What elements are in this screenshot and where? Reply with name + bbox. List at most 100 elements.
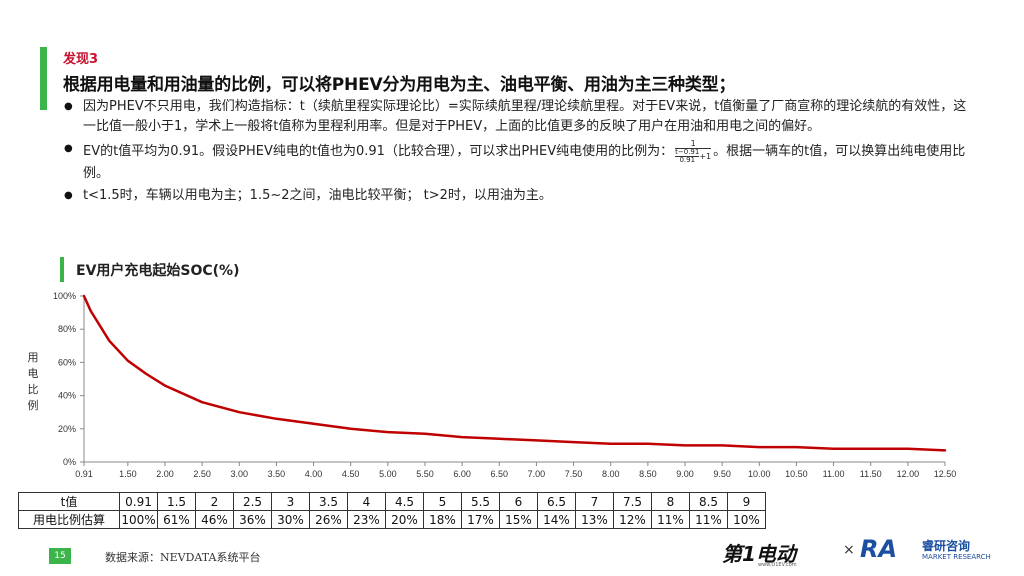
x-tick-label: 8.00 <box>602 469 620 479</box>
table-cell-ratio: 61% <box>157 510 196 529</box>
table-cell-t: 0.91 <box>119 492 158 511</box>
table-cell-ratio: 14% <box>537 510 576 529</box>
finding-accent-bar <box>40 47 47 110</box>
series-line <box>82 294 947 452</box>
x-tick-label: 1.50 <box>119 469 137 479</box>
y-tick-label: 60% <box>58 357 76 367</box>
x-tick-label: 12.50 <box>934 469 957 479</box>
formula-inner-den: 0.91 <box>679 156 696 164</box>
table-cell-ratio: 30% <box>271 510 310 529</box>
logo-separator: × <box>843 542 855 558</box>
x-tick-label: 3.00 <box>230 469 248 479</box>
table-cell-t: 7.5 <box>613 492 652 511</box>
x-tick-label: 11.00 <box>823 469 845 479</box>
x-tick-label: 3.50 <box>268 469 286 479</box>
table-cell-t: 4 <box>347 492 386 511</box>
x-tick-label: 11.50 <box>860 469 882 479</box>
x-tick-label: 7.00 <box>528 469 546 479</box>
y-tick-label: 20% <box>58 424 76 434</box>
y-tick-label: 0% <box>63 457 76 467</box>
bullet-2-text-pre: EV的t值平均为0.91。假设PHEV纯电的t值也为0.91（比较合理），可以求… <box>83 144 674 159</box>
table-cell-t: 8 <box>651 492 690 511</box>
x-tick-label: 10.50 <box>785 469 808 479</box>
table-cell-t: 3.5 <box>309 492 348 511</box>
x-tick-label: 12.00 <box>897 469 920 479</box>
ra-logo: RA <box>860 535 898 563</box>
bullet-1-text: 因为PHEV不只用电，我们构造指标：t（续航里程实际理论比）=实际续航里程/理论… <box>83 99 967 134</box>
bullet-2-text-post: 。根据一辆车的t值，可以换算出纯电使用比例。 <box>83 144 966 181</box>
table-cell-t: 6 <box>499 492 538 511</box>
x-tick-label: 9.50 <box>713 469 731 479</box>
table-cell-ratio: 18% <box>423 510 462 529</box>
data-source: 数据来源：NEVDATA系统平台 <box>105 551 261 564</box>
table-cell-ratio: 13% <box>575 510 614 529</box>
table-cell-ratio: 17% <box>461 510 500 529</box>
table-cell-ratio: 36% <box>233 510 272 529</box>
formula-numerator: 1 <box>675 139 712 149</box>
table-row-label: 用电比例估算 <box>18 510 120 529</box>
table-cell-ratio: 12% <box>613 510 652 529</box>
y-axis-label-char: 用 <box>27 351 39 364</box>
x-tick-label: 5.50 <box>416 469 434 479</box>
table-cell-ratio: 11% <box>651 510 690 529</box>
x-tick-label: 2.00 <box>156 469 174 479</box>
chart-title-accent <box>60 257 64 282</box>
table-cell-t: 2 <box>195 492 234 511</box>
y-tick-label: 100% <box>53 291 76 301</box>
table-cell-ratio: 46% <box>195 510 234 529</box>
bullet-list: 因为PHEV不只用电，我们构造指标：t（续航里程实际理论比）=实际续航里程/理论… <box>64 97 970 206</box>
x-tick-label: 0.91 <box>75 469 93 479</box>
x-tick-label: 10.00 <box>748 469 771 479</box>
table-cell-ratio: 11% <box>689 510 728 529</box>
x-tick-label: 6.00 <box>453 469 471 479</box>
table-cell-t: 4.5 <box>385 492 424 511</box>
ra-logo-en: MARKET RESEARCH <box>922 553 991 561</box>
t-value-table: t值 0.91 1.5 2 2.5 3 3.5 4 4.5 5 5.5 6 6.5 7 7.5 8 8.5 9 … <box>18 492 766 529</box>
x-tick-label: 8.50 <box>639 469 657 479</box>
table-cell-t: 3 <box>271 492 310 511</box>
bullet-3-text: t<1.5时，车辆以用电为主；1.5~2之间，油电比较平衡； t>2时，以用油为… <box>83 188 552 203</box>
table-cell-t: 5 <box>423 492 462 511</box>
d1ev-logo: 第1电动 <box>722 542 796 566</box>
table-cell-t: 9 <box>727 492 766 511</box>
x-tick-label: 7.50 <box>565 469 583 479</box>
bullet-3: t<1.5时，车辆以用电为主；1.5~2之间，油电比较平衡； t>2时，以用油为… <box>64 186 970 206</box>
y-axis-label-char: 例 <box>27 399 39 412</box>
table-cell-ratio: 26% <box>309 510 348 529</box>
x-tick-label: 4.00 <box>305 469 323 479</box>
table-row-ratio: 用电比例估算 100% 61% 46% 36% 30% 26% 23% 20% 18% 17% 15… <box>18 510 766 529</box>
bullet-1: 因为PHEV不只用电，我们构造指标：t（续航里程实际理论比）=实际续航里程/理论… <box>64 97 970 137</box>
table-cell-t: 5.5 <box>461 492 500 511</box>
page-number: 15 <box>49 548 71 564</box>
y-axis-label-char: 比 <box>27 383 39 396</box>
x-tick-label: 9.00 <box>676 469 694 479</box>
table-cell-ratio: 100% <box>119 510 158 529</box>
d1ev-logo-url: www.D1EV.com <box>758 562 797 568</box>
y-tick-label: 40% <box>58 391 76 401</box>
table-cell-ratio: 15% <box>499 510 538 529</box>
table-row-label: t值 <box>18 492 120 511</box>
table-cell-ratio: 20% <box>385 510 424 529</box>
x-tick-label: 6.50 <box>491 469 509 479</box>
x-tick-label: 5.00 <box>379 469 397 479</box>
table-cell-t: 8.5 <box>689 492 728 511</box>
y-axis-label-char: 电 <box>27 367 39 380</box>
formula-denominator: t−0.91 0.91 +1 <box>675 149 711 164</box>
chart-title: EV用户充电起始SOC(%) <box>76 263 240 279</box>
formula: 1 t−0.91 0.91 +1 <box>675 139 712 164</box>
table-cell-t: 1.5 <box>157 492 196 511</box>
table-row-t: t值 0.91 1.5 2 2.5 3 3.5 4 4.5 5 5.5 6 6.5 7 7.5 8 8.5 9 <box>18 492 766 511</box>
x-tick-label: 4.50 <box>342 469 360 479</box>
x-tick-label: 2.50 <box>193 469 211 479</box>
bullet-2: EV的t值平均为0.91。假设PHEV纯电的t值也为0.91（比较合理），可以求… <box>64 139 970 184</box>
y-tick-label: 80% <box>58 324 76 334</box>
slide-headline: 根据用电量和用油量的比例，可以将PHEV分为用电为主、油电平衡、用油为主三种类型… <box>63 75 736 95</box>
table-cell-t: 2.5 <box>233 492 272 511</box>
table-cell-ratio: 10% <box>727 510 766 529</box>
table-cell-t: 6.5 <box>537 492 576 511</box>
formula-inner-num: t−0.91 <box>675 148 700 157</box>
table-cell-ratio: 23% <box>347 510 386 529</box>
ra-logo-cn: 睿研咨询 <box>922 539 971 553</box>
line-chart: 0% 20% 40% 60% 80% 100% 0.91 1.50 2.00 2.50 3.00 3.… <box>53 291 957 479</box>
finding-label: 发现3 <box>63 52 99 67</box>
